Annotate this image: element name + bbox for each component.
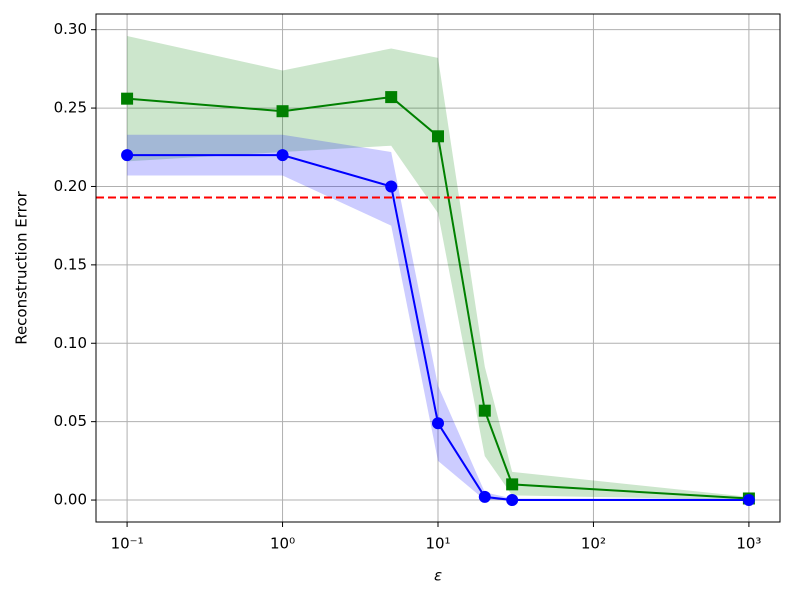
x-tick-label: 10¹ bbox=[425, 535, 450, 553]
marker bbox=[431, 130, 444, 143]
marker bbox=[506, 478, 519, 491]
marker bbox=[385, 91, 398, 104]
plot-frame bbox=[95, 13, 781, 523]
marker bbox=[742, 494, 755, 507]
y-tick-label: 0.25 bbox=[54, 99, 87, 117]
x-tick-label: 10⁰ bbox=[270, 535, 295, 553]
y-axis-label: Reconstruction Error bbox=[13, 190, 31, 344]
x-tick-label: 10³ bbox=[736, 535, 761, 553]
x-tick-label: 10⁻¹ bbox=[111, 535, 144, 553]
marker bbox=[385, 180, 398, 193]
marker bbox=[276, 149, 289, 162]
y-tick-label: 0.10 bbox=[54, 334, 87, 352]
y-tick-label: 0.00 bbox=[54, 491, 87, 509]
marker bbox=[478, 404, 491, 417]
marker bbox=[276, 105, 289, 118]
marker bbox=[506, 494, 519, 507]
y-tick-label: 0.30 bbox=[54, 20, 87, 38]
marker bbox=[478, 490, 491, 503]
marker bbox=[121, 149, 134, 162]
marker bbox=[121, 92, 134, 105]
marker bbox=[431, 417, 444, 430]
x-tick-label: 10² bbox=[581, 535, 606, 553]
y-tick-label: 0.05 bbox=[54, 412, 87, 430]
y-tick-label: 0.20 bbox=[54, 177, 87, 195]
y-tick-label: 0.15 bbox=[54, 255, 87, 273]
x-axis-label: ε bbox=[434, 567, 442, 585]
